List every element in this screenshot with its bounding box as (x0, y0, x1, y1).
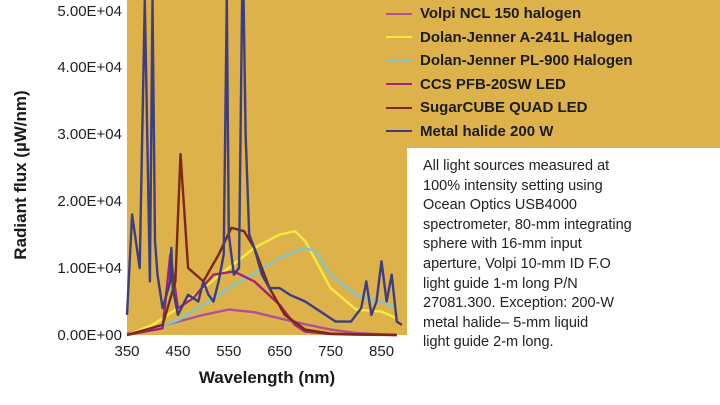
legend-label: Dolan-Jenner A-241L Halogen (420, 28, 633, 46)
y-tick-label: 3.00E+04 (57, 126, 122, 143)
legend-swatch (386, 36, 412, 39)
x-tick-label: 750 (318, 343, 343, 360)
legend-swatch (386, 106, 412, 109)
note-line: metal halide– 5-mm liquid (423, 314, 589, 331)
x-tick-label: 450 (165, 343, 190, 360)
y-axis-title: Radiant flux (µW/nm) (11, 90, 30, 259)
note-line: light guide 1-m long P/N (423, 275, 578, 292)
note-line: spectrometer, 80-mm integrating (423, 216, 632, 233)
legend-swatch (386, 130, 412, 133)
legend-item: CCS PFB-20SW LED (386, 73, 720, 97)
series-line (126, 246, 398, 337)
x-tick-label: 650 (267, 343, 292, 360)
series-line (126, 152, 397, 337)
x-axis-title: Wavelength (nm) (199, 368, 335, 387)
y-tick-label: 2.00E+04 (57, 193, 122, 210)
series-layer (125, 0, 403, 337)
tick-labels: 350 450 550 650 750 850 0.00E+00 1.00E+04 2.00E+… (57, 3, 394, 360)
note-line: 100% intensity setting using (423, 177, 603, 194)
legend-label: Metal halide 200 W (420, 122, 554, 140)
note-line: aperture, Volpi 10-mm ID F.O (423, 255, 611, 272)
note-line: Ocean Optics USB4000 (423, 197, 577, 214)
note-line: light guide 2-m long. (423, 334, 554, 351)
legend-swatch (386, 59, 412, 62)
series-line (125, 0, 403, 326)
legend-label: SugarCUBE QUAD LED (420, 99, 588, 117)
legend-item: Volpi NCL 150 halogen (386, 2, 720, 26)
note-line: sphere with 16-mm input (423, 236, 582, 253)
legend-label: CCS PFB-20SW LED (420, 75, 566, 93)
measurement-note: All light sources measured at 100% inten… (423, 157, 718, 353)
legend-item: SugarCUBE QUAD LED (386, 96, 720, 120)
y-tick-label: 1.00E+04 (57, 260, 122, 277)
y-tick-label: 4.00E+04 (57, 59, 122, 76)
x-tick-label: 350 (114, 343, 139, 360)
legend-item: Dolan-Jenner PL-900 Halogen (386, 49, 720, 73)
y-tick-label: 0.00E+00 (57, 327, 122, 344)
chart-legend: Volpi NCL 150 halogen Dolan-Jenner A-241… (380, 0, 720, 148)
note-line: All light sources measured at (423, 158, 610, 174)
x-tick-label: 850 (369, 343, 394, 360)
legend-item: Dolan-Jenner A-241L Halogen (386, 26, 720, 50)
y-tick-label: 5.00E+04 (57, 3, 122, 20)
x-tick-label: 550 (216, 343, 241, 360)
legend-item: Metal halide 200 W (386, 120, 720, 144)
legend-swatch (386, 12, 412, 15)
legend-label: Volpi NCL 150 halogen (420, 5, 582, 23)
legend-swatch (386, 83, 412, 86)
legend-label: Dolan-Jenner PL-900 Halogen (420, 52, 633, 70)
note-line: 27081.300. Exception: 200-W (423, 295, 615, 312)
